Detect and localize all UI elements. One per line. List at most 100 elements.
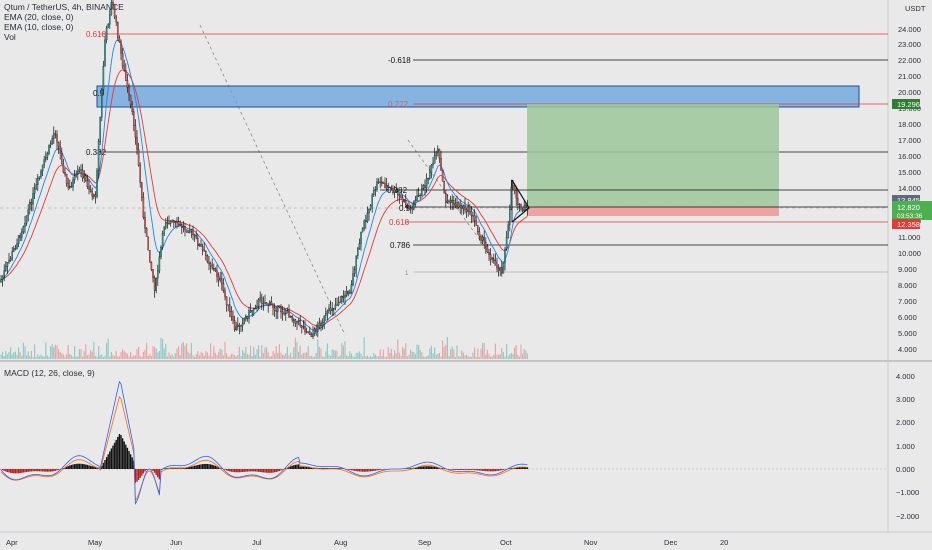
legend-ema10[interactable]: EMA (10, close, 0) [4, 22, 74, 32]
volume-bar [11, 354, 13, 359]
volume-bar [85, 344, 87, 359]
candle-body [392, 188, 394, 193]
macd-bar [73, 464, 76, 469]
candle-body [184, 226, 186, 230]
candle-body [201, 246, 204, 251]
macd-bar [518, 467, 521, 469]
volume-bar [314, 356, 316, 359]
legend-ema20[interactable]: EMA (20, close, 0) [4, 12, 74, 22]
macd-bar [113, 442, 116, 469]
volume-bar [27, 351, 29, 359]
legend-vol[interactable]: Vol [4, 32, 16, 42]
macd-bar [125, 444, 127, 469]
price-axis[interactable]: USDT 24.00023.00022.00021.00020.00019.00… [898, 4, 926, 354]
volume-bar [403, 348, 405, 359]
candle-body [355, 255, 357, 270]
volume-bar [174, 353, 176, 359]
candle-body [152, 269, 154, 279]
macd-bar [305, 466, 308, 469]
macd-axis[interactable]: 4.000 3.000 2.000 1.000 0.000 −1.000 −2.000 [896, 372, 919, 521]
macd-bar [510, 468, 513, 469]
volume-bar [50, 346, 52, 359]
macd-bar [129, 454, 132, 469]
profit-zone[interactable] [527, 104, 779, 207]
candle-body [211, 265, 213, 269]
candle-body [475, 220, 477, 226]
candle-body [224, 290, 226, 297]
macd-bar [441, 468, 444, 469]
candle-body [117, 21, 119, 39]
macd-bar [139, 469, 141, 478]
volume-bar [253, 346, 255, 359]
volume-bar [362, 356, 364, 359]
volume-bar [333, 349, 335, 359]
symbol-title[interactable]: Qtum / TetherUS, 4h, BINANCE [4, 2, 124, 12]
macd-bar [3, 469, 5, 471]
volume-bar [368, 356, 370, 359]
macd-bar [11, 469, 13, 474]
candle-body [30, 201, 33, 205]
macd-bar [17, 469, 20, 474]
volume-bar [152, 346, 154, 359]
macd-bar [85, 464, 87, 469]
macd-bar [37, 469, 39, 472]
time-axis[interactable]: Apr May Jun Jul Aug Sep Oct Nov Dec 20 [6, 538, 728, 547]
macd-bar [203, 463, 205, 469]
volume-bar [285, 353, 287, 359]
candle-body [286, 310, 289, 314]
volume-bar [451, 346, 453, 359]
macd-bar [254, 469, 257, 472]
macd-bar [245, 469, 247, 472]
macd-bar [45, 469, 47, 472]
macd-bar [93, 466, 95, 469]
macd-bar [16, 469, 18, 474]
candle-body [326, 310, 329, 314]
candle-body [513, 185, 516, 191]
supply-zone-box[interactable] [96, 85, 860, 108]
volume-bar [102, 356, 104, 359]
macd-bar [157, 469, 159, 478]
volume-bar [274, 353, 276, 359]
candle-body [281, 311, 284, 314]
candle-body [16, 243, 18, 249]
macd-legend[interactable]: MACD (12, 26, close, 9) [4, 368, 95, 378]
macd-title[interactable]: MACD (12, 26, close, 9) [4, 368, 95, 378]
macd-bar [262, 469, 265, 473]
macd-bar [265, 469, 268, 473]
candle-body [277, 305, 279, 312]
macd-bar [381, 469, 383, 470]
candle-body [77, 170, 79, 174]
volume-bar [280, 352, 282, 359]
candle-body [168, 223, 170, 225]
volume-bar [346, 355, 348, 359]
candle-body [185, 229, 188, 233]
macd-pane[interactable] [0, 362, 888, 532]
candle-body [147, 236, 149, 251]
candle-body [318, 322, 321, 328]
macd-bar [41, 469, 44, 472]
macd-bar [53, 469, 55, 472]
price-tick: 10.000 [898, 249, 921, 258]
candle-body [149, 250, 151, 263]
candle-body [259, 297, 261, 300]
candle-body [486, 246, 489, 253]
volume-bar [478, 356, 480, 359]
volume-bar [472, 352, 474, 359]
fib-label-0618-top: 0.618 [86, 30, 107, 39]
volume-bar [462, 352, 464, 359]
macd-bar [366, 469, 369, 472]
candle-body [301, 325, 303, 328]
candle-body [57, 141, 60, 147]
triangle-pattern[interactable] [511, 179, 530, 223]
volume-bar [421, 352, 423, 359]
volume-bar [323, 356, 325, 359]
chart-legend[interactable]: Qtum / TetherUS, 4h, BINANCE EMA (20, cl… [4, 2, 124, 42]
macd-bar [417, 467, 420, 469]
volume-bar [405, 343, 407, 359]
macd-bar [233, 469, 236, 473]
candle-body [213, 268, 215, 270]
volume-bar [354, 356, 356, 359]
macd-bar [517, 467, 519, 469]
loss-zone[interactable] [527, 207, 779, 216]
